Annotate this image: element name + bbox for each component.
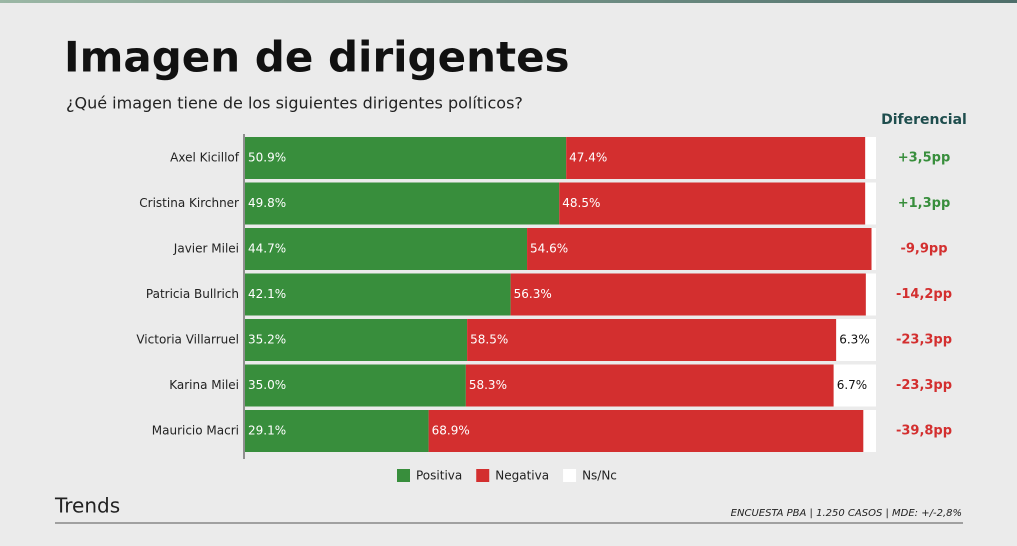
bar-segment xyxy=(428,410,864,452)
bar-segment xyxy=(245,137,567,179)
bar-segment xyxy=(833,364,876,407)
bar-segment xyxy=(865,137,876,179)
differential-label: -39,8pp xyxy=(896,424,952,439)
value-label: 50.9% xyxy=(248,151,286,165)
bar-segment xyxy=(465,364,834,407)
chart-title: Imagen de dirigentes xyxy=(64,33,570,82)
differential-label: -23,3pp xyxy=(896,333,952,348)
brand: Trends xyxy=(54,494,120,518)
value-label: 6.7% xyxy=(837,378,868,392)
category-label: Mauricio Macri xyxy=(152,424,239,438)
bar-segment xyxy=(871,228,876,270)
bar-segment xyxy=(527,228,872,270)
value-label: 58.5% xyxy=(470,333,508,347)
value-label: 54.6% xyxy=(530,242,568,256)
value-label: 42.1% xyxy=(248,287,286,301)
category-label: Patricia Bullrich xyxy=(146,287,239,301)
category-label: Cristina Kirchner xyxy=(139,196,239,210)
top-strip xyxy=(0,0,1017,3)
bar-segment xyxy=(245,273,511,316)
category-label: Axel Kicillof xyxy=(170,151,240,165)
differential-label: -9,9pp xyxy=(900,242,947,257)
value-label: 47.4% xyxy=(569,151,607,165)
differential-label: -23,3pp xyxy=(896,378,952,393)
value-label: 58.3% xyxy=(469,378,507,392)
differential-label: -14,2pp xyxy=(896,287,952,302)
bar-segment xyxy=(467,319,837,361)
value-label: 49.8% xyxy=(248,196,286,210)
category-label: Karina Milei xyxy=(169,378,239,392)
value-label: 6.3% xyxy=(839,333,870,347)
value-label: 68.9% xyxy=(432,424,470,438)
legend-label: Positiva xyxy=(416,469,462,483)
bar-segment xyxy=(559,182,866,225)
legend-swatch xyxy=(563,469,577,482)
legend-swatch xyxy=(476,469,490,482)
bar-segment xyxy=(863,410,876,452)
value-label: 48.5% xyxy=(562,196,600,210)
category-label: Javier Milei xyxy=(173,242,239,256)
footnote: ENCUESTA PBA | 1.250 CASOS | MDE: +/-2,8… xyxy=(731,508,962,519)
value-label: 35.2% xyxy=(248,333,286,347)
differential-label: +3,5pp xyxy=(898,151,951,166)
bar-segment xyxy=(245,228,528,270)
bar-segment xyxy=(510,273,866,316)
bar-segment xyxy=(566,137,866,179)
legend-swatch xyxy=(397,469,410,482)
legend-label: Ns/Nc xyxy=(582,469,617,483)
bar-segment xyxy=(245,182,560,225)
bar-segment xyxy=(865,182,876,225)
bar-segment xyxy=(245,410,429,452)
bar-segment xyxy=(865,273,876,316)
bar-segment xyxy=(836,319,876,361)
differential-title: Diferencial xyxy=(881,112,967,128)
value-label: 35.0% xyxy=(248,378,286,392)
chart-subtitle: ¿Qué imagen tiene de los siguientes diri… xyxy=(66,94,523,113)
value-label: 44.7% xyxy=(248,242,286,256)
bar-segment xyxy=(245,364,466,407)
differential-label: +1,3pp xyxy=(898,196,951,211)
value-label: 56.3% xyxy=(514,287,552,301)
legend-label: Negativa xyxy=(495,469,549,483)
value-label: 29.1% xyxy=(248,424,286,438)
bar-segment xyxy=(245,319,468,361)
category-label: Victoria Villarruel xyxy=(136,333,239,347)
